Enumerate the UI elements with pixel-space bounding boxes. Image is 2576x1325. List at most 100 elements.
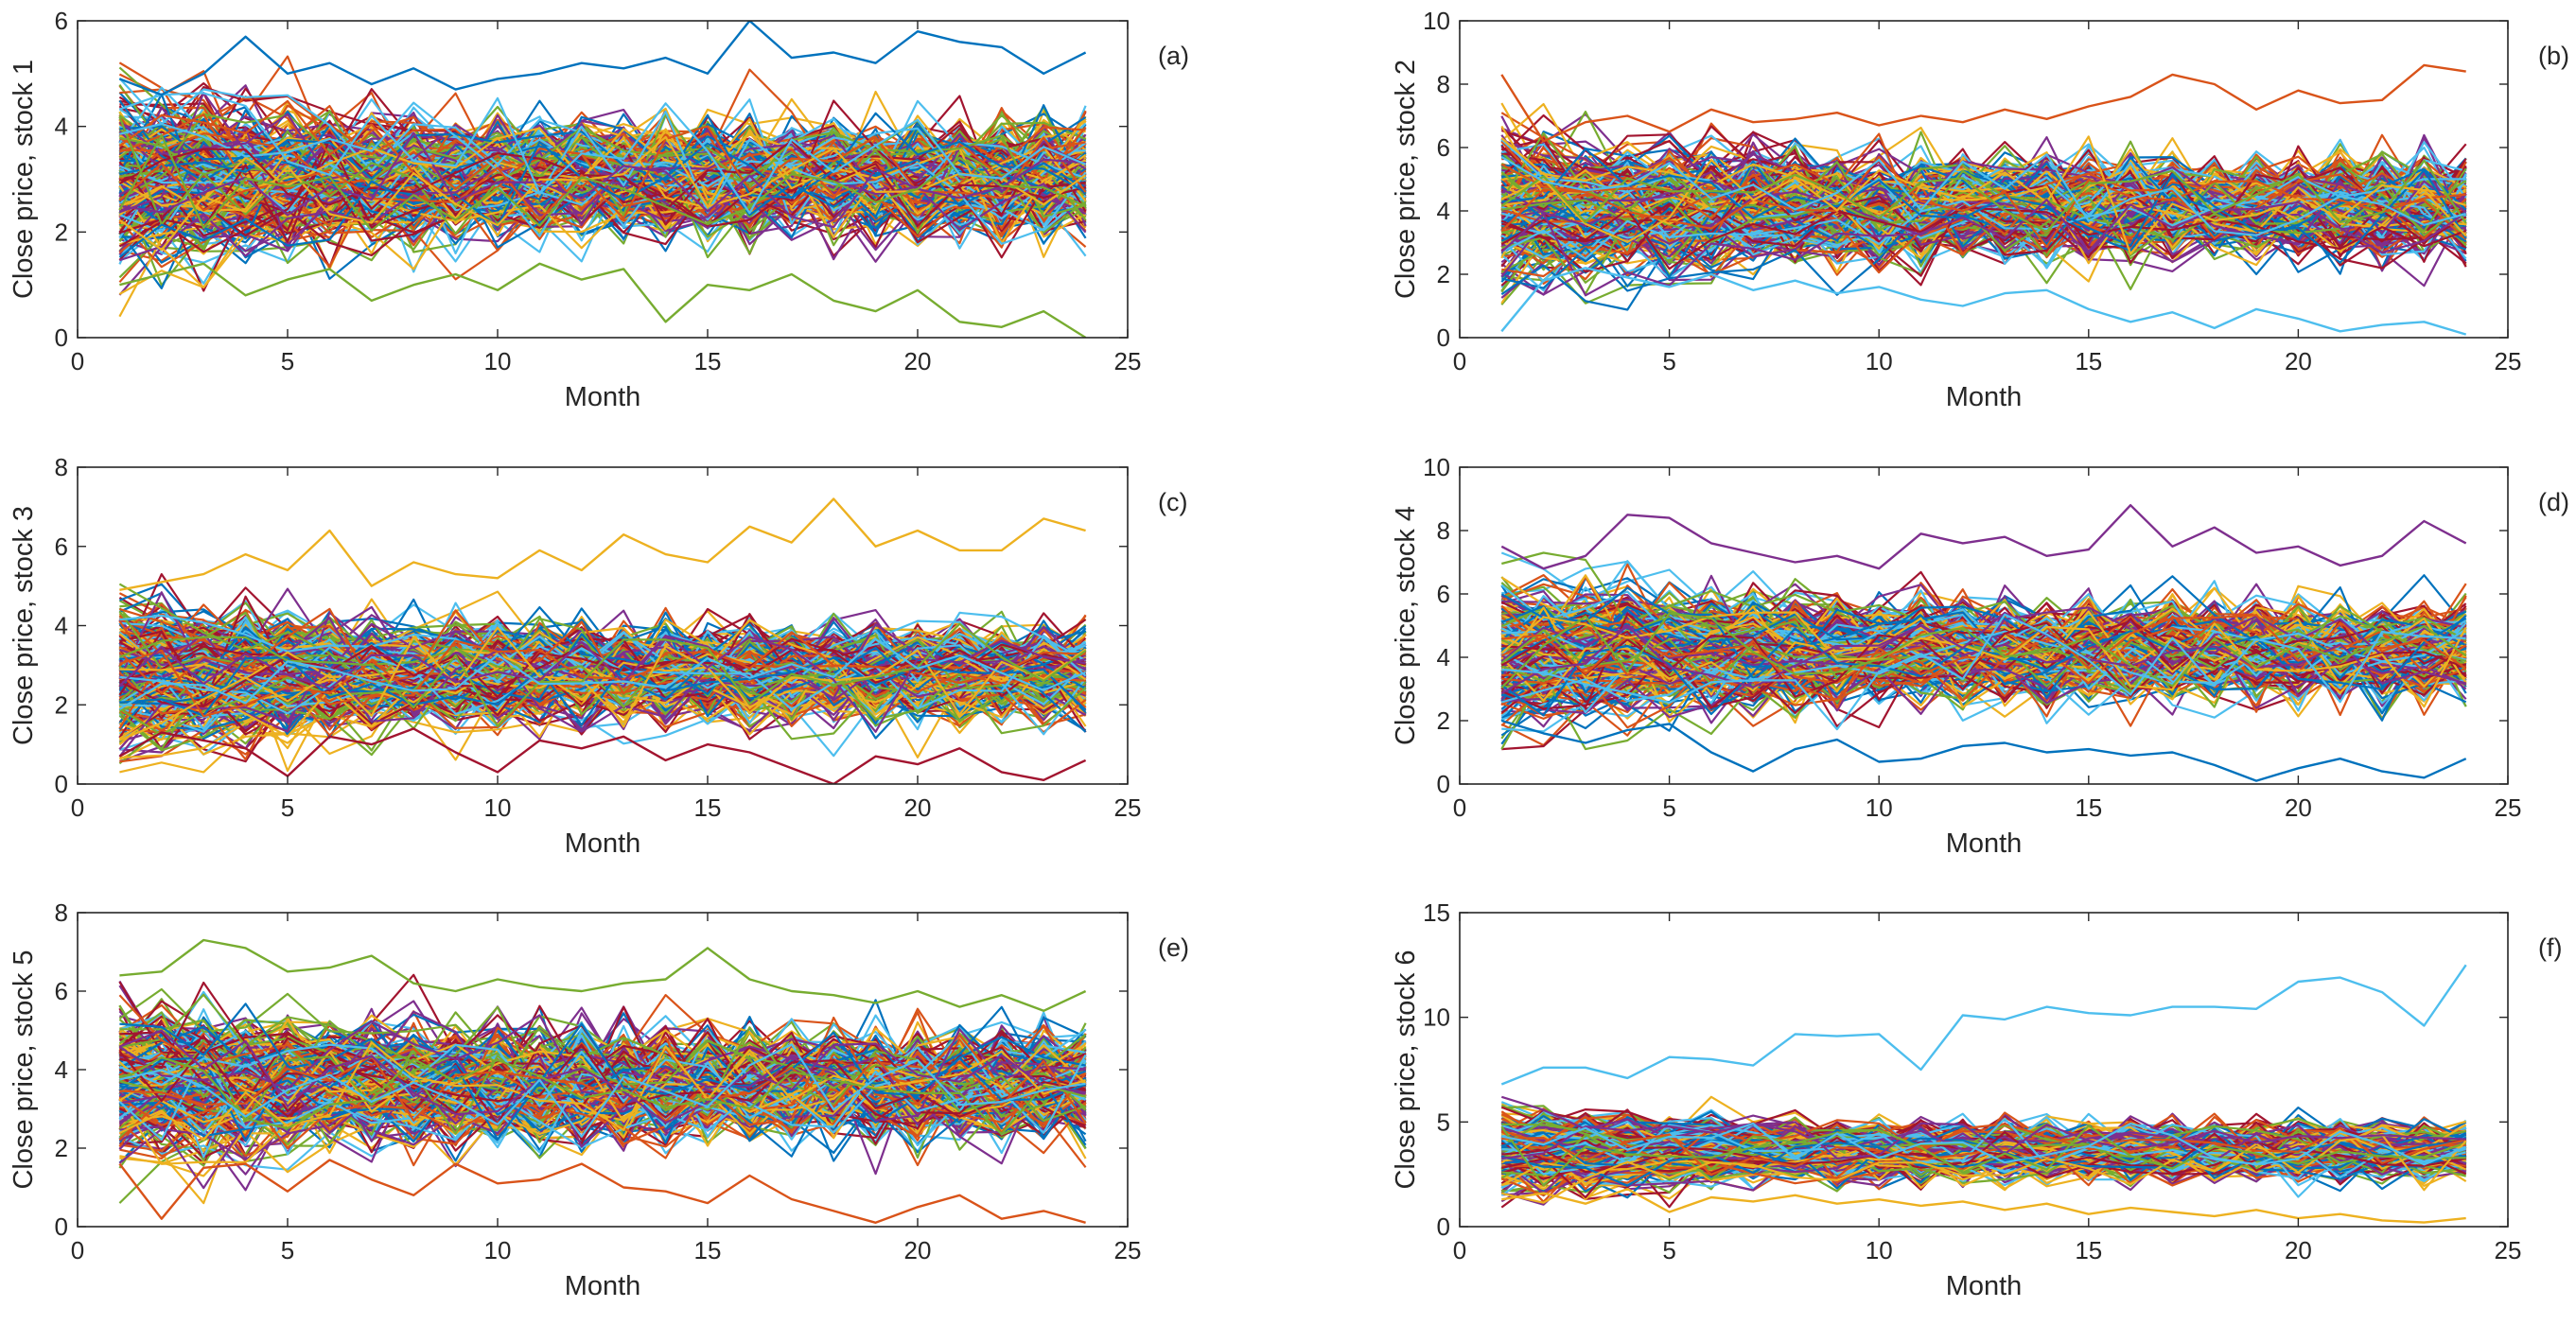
series-line-high (1500, 504, 2467, 570)
series-line (1501, 613, 2466, 731)
series-line (1501, 167, 2467, 296)
y-tick-label: 8 (55, 898, 68, 927)
series-line-high (1500, 63, 2466, 143)
series-line (1500, 159, 2467, 234)
panel-f: 0 5 10 15 20 25 0 5 10 15 Month Close price, stock … (1391, 898, 2562, 1301)
series-line (1501, 1122, 2467, 1166)
series-line-high (119, 938, 1087, 1013)
y-tick-label: 0 (55, 1212, 68, 1241)
series-line (119, 99, 1086, 259)
y-tick-label: 6 (1437, 580, 1450, 608)
series-line (119, 1043, 1086, 1139)
axes-box-f (1459, 912, 2509, 1228)
y-tick-label: 8 (55, 453, 68, 481)
series-line (118, 139, 1086, 227)
y-axis-label: Close price, stock 6 (1391, 950, 1421, 1189)
x-tick-label: 25 (2495, 793, 2522, 822)
series-group-f (1500, 964, 2467, 1224)
x-tick-label: 5 (1662, 793, 1675, 822)
x-tick-label: 0 (1453, 347, 1466, 375)
panel-label: (b) (2538, 42, 2569, 70)
series-line (118, 170, 1087, 246)
series-line (1500, 611, 2467, 708)
series-line-high (118, 21, 1087, 96)
series-line (118, 1047, 1086, 1120)
series-group-a (118, 21, 1087, 338)
x-axis-label: Month (1946, 1271, 2023, 1301)
series-line (1500, 155, 2466, 249)
x-tick-label: 25 (1114, 347, 1142, 375)
panel-label: (a) (1158, 42, 1189, 70)
series-line (1501, 1130, 2466, 1174)
y-tick-label: 10 (1423, 7, 1450, 35)
y-tick-label: 2 (55, 1134, 68, 1162)
series-line (1501, 619, 2467, 679)
y-tick-label: 4 (55, 113, 68, 141)
series-line (118, 112, 1087, 258)
series-line (118, 637, 1087, 710)
series-line (118, 113, 1087, 230)
y-tick-label: 5 (1437, 1107, 1450, 1136)
series-line (118, 134, 1087, 232)
series-line (1500, 618, 2467, 698)
series-line (118, 1055, 1086, 1136)
x-tick-label: 15 (2075, 1236, 2102, 1264)
x-axis-label: Month (565, 1271, 641, 1301)
series-line-low (118, 1159, 1086, 1225)
x-tick-label: 25 (1114, 793, 1142, 822)
x-axis-label: Month (565, 382, 641, 412)
series-line (1501, 1121, 2466, 1160)
axes-box-d (1459, 466, 2509, 785)
series-line (1500, 153, 2466, 236)
panel-label: (c) (1158, 488, 1187, 516)
series-group-d (1500, 504, 2467, 782)
series-line (118, 1041, 1086, 1142)
series-line (119, 631, 1086, 718)
x-tick-label: 10 (484, 1236, 512, 1264)
y-tick-label: 15 (1423, 898, 1450, 927)
series-line (119, 92, 1087, 215)
y-tick-label: 4 (1437, 197, 1450, 225)
x-axis-label: Month (1946, 382, 2023, 412)
series-line (118, 647, 1087, 737)
series-line (1500, 611, 2466, 694)
series-group-e (118, 938, 1087, 1225)
series-line (1501, 618, 2467, 703)
series-line (118, 125, 1087, 221)
series-line (1500, 612, 2467, 689)
series-line (1500, 1112, 2466, 1166)
y-tick-label: 6 (55, 977, 68, 1005)
y-tick-label: 6 (1437, 133, 1450, 162)
series-line (119, 1029, 1086, 1125)
series-line (1500, 160, 2467, 232)
series-group-b (1500, 63, 2467, 336)
panel-d: 0 5 10 15 20 25 0 2 4 6 8 10 Month Close price, stock… (1391, 453, 2569, 859)
x-tick-label: 20 (904, 793, 932, 822)
series-line (118, 607, 1086, 695)
y-axis-label: Close price, stock 3 (9, 506, 39, 745)
series-line (118, 142, 1087, 237)
panel-label: (e) (1158, 933, 1189, 962)
series-line (1501, 167, 2467, 244)
series-line (1501, 148, 2467, 264)
y-tick-label: 0 (1437, 770, 1450, 798)
series-line-low (118, 727, 1087, 784)
y-tick-label: 6 (55, 532, 68, 561)
series-line (119, 1002, 1086, 1141)
panel-label: (f) (2538, 933, 2562, 962)
x-tick-label: 5 (281, 793, 294, 822)
series-line-high (1500, 964, 2467, 1086)
y-tick-label: 10 (1423, 1003, 1450, 1032)
x-tick-label: 5 (281, 1236, 294, 1264)
series-line (1501, 1133, 2467, 1204)
y-axis-label: Close price, stock 4 (1391, 506, 1421, 745)
x-tick-label: 10 (1866, 793, 1893, 822)
x-tick-label: 25 (2495, 1236, 2522, 1264)
series-line (1500, 199, 2467, 297)
panel-b: 0 5 10 15 20 25 0 2 4 6 8 10 Month Close price, stock… (1391, 7, 2569, 412)
series-line-low (1500, 267, 2467, 336)
x-tick-label: 10 (1866, 347, 1893, 375)
x-tick-label: 15 (2075, 347, 2102, 375)
y-tick-label: 0 (1437, 1212, 1450, 1241)
series-line (1500, 176, 2466, 260)
